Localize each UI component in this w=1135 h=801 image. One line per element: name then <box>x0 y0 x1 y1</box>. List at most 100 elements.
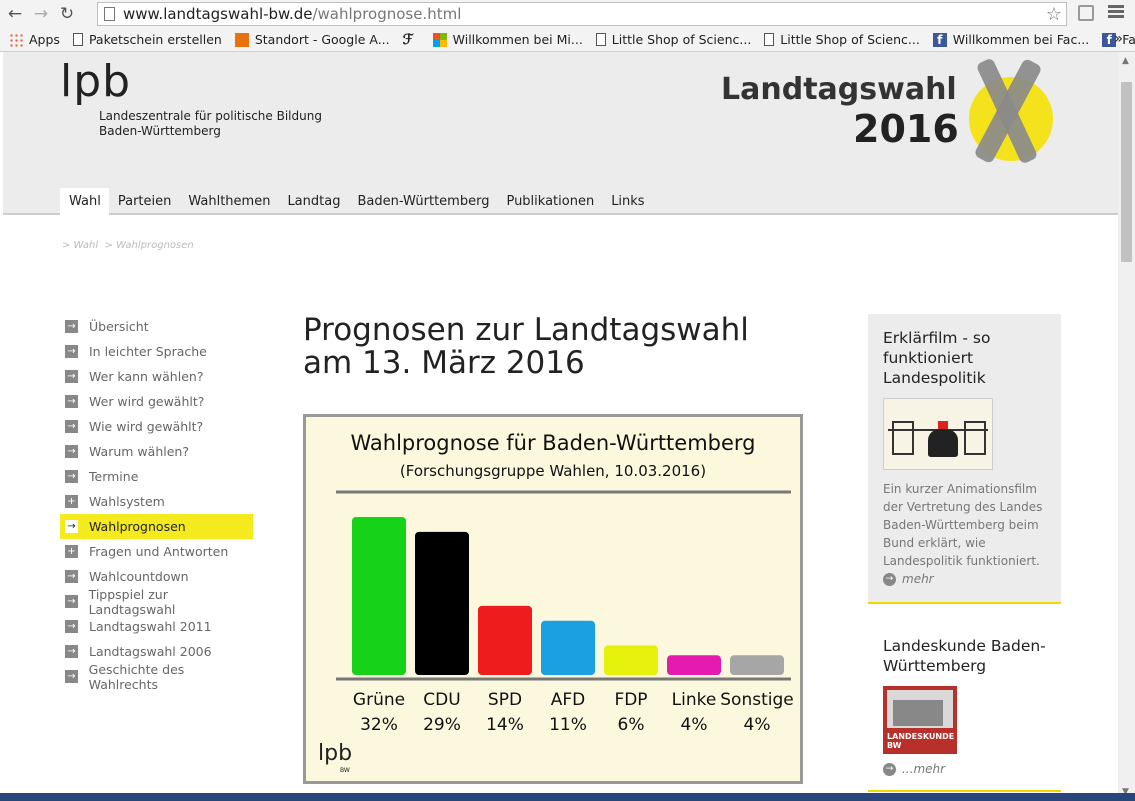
subnav-item-label: Wahlcountdown <box>89 569 189 584</box>
page-icon <box>104 7 115 21</box>
subnav-item[interactable]: → In leichter Sprache <box>60 339 253 364</box>
scroll-down-icon[interactable]: ▼ <box>1122 787 1129 797</box>
arrow-icon: → <box>65 670 78 683</box>
arrow-icon: → <box>65 645 78 658</box>
prognosis-chart: Wahlprognose für Baden-Württemberg (Fors… <box>303 414 803 784</box>
page-title: Prognosen zur Landtagswahl am 13. März 2… <box>303 312 749 381</box>
subnav-item[interactable]: → Übersicht <box>60 314 253 339</box>
bar-category-label: SPD <box>488 690 522 710</box>
bookmark-facebook[interactable]: fFacebook <box>1102 32 1135 47</box>
bar-value-label: 11% <box>549 715 587 735</box>
bar-category-label: Sonstige <box>720 690 793 710</box>
subnav-item-label: Übersicht <box>89 319 149 334</box>
menu-icon[interactable] <box>1108 5 1124 21</box>
scroll-up-icon[interactable]: ▲ <box>1122 56 1129 66</box>
subnav-item[interactable]: → Tippspiel zur Landtagswahl <box>60 586 253 617</box>
bar-value-label: 32% <box>360 715 398 735</box>
bar-category-label: CDU <box>423 690 460 710</box>
subnav-item-label: Tippspiel zur Landtagswahl <box>88 586 176 617</box>
extension-icon[interactable] <box>1078 5 1094 21</box>
nav-wahl[interactable]: Wahl <box>60 188 109 215</box>
subnav-item[interactable]: + Wahlsystem <box>60 489 253 514</box>
chart-svg: Wahlprognose für Baden-Württemberg (Fors… <box>318 431 794 774</box>
subnav-item-label: Wahlprognosen <box>89 519 186 534</box>
bookmarks-bar: Apps Paketschein erstellen Standort - Go… <box>0 28 1135 52</box>
subnav-item[interactable]: → Wer wird gewählt? <box>60 389 253 414</box>
scrollbar-thumb[interactable] <box>1121 82 1132 262</box>
teaser-landeskunde-title[interactable]: Landeskunde Baden-Württemberg <box>883 637 1046 675</box>
teaser-erklaerfilm-title[interactable]: Erklärfilm - so funktioniert Landespolit… <box>883 329 991 387</box>
subnav-item-label: Wahlsystem <box>89 494 165 509</box>
subnav-item[interactable]: → Warum wählen? <box>60 439 253 464</box>
bar-category-label: Grüne <box>353 690 405 710</box>
subnav-item[interactable]: → Geschichte des Wahlrechts <box>60 662 253 692</box>
nav-baden-wuerttemberg[interactable]: Baden-Württemberg <box>357 194 490 209</box>
breadcrumb-wahlprognosen[interactable]: > Wahlprognosen <box>104 240 194 251</box>
bar-value-label: 29% <box>423 715 461 735</box>
faz-icon: ℱ <box>402 31 414 48</box>
sub-navigation: → Übersicht → In leichter Sprache → Wer kann … <box>60 314 253 692</box>
document-icon <box>72 33 83 46</box>
subnav-item-label: Wer wird gewählt? <box>89 394 205 409</box>
arrow-icon: → <box>65 320 78 333</box>
subnav-item[interactable]: → Wahlprognosen <box>60 514 253 539</box>
chart-title: Wahlprognose für Baden-Württemberg <box>350 431 755 455</box>
teaser-landeskunde: Landeskunde Baden-Württemberg LANDESKUND… <box>868 604 1061 792</box>
bar-afd <box>541 620 595 675</box>
bar-linke <box>667 655 721 675</box>
subnav-item[interactable]: → Wer kann wählen? <box>60 364 253 389</box>
bookmark-microsoft[interactable]: Willkommen bei Mi... <box>432 32 583 47</box>
bookmark-apps[interactable]: Apps <box>9 32 60 47</box>
lion-icon <box>928 429 958 457</box>
arrow-icon: → <box>65 420 78 433</box>
lpb-logo[interactable]: lpb <box>60 56 132 107</box>
chart-lpb-logo-sub: BW <box>340 767 350 774</box>
subnav-item-label: Wer kann wählen? <box>89 369 204 384</box>
page-scrollbar[interactable]: ▲ ▼ <box>1118 52 1135 801</box>
arrow-icon: → <box>65 620 78 633</box>
nav-wahlthemen[interactable]: Wahlthemen <box>188 194 271 209</box>
org-name: Landeszentrale für politische Bildung Ba… <box>99 109 322 138</box>
main-navigation: Wahl Parteien Wahlthemen Landtag Baden-W… <box>60 188 653 215</box>
bar-sonstige <box>730 655 784 675</box>
bookmark-facebook-welcome[interactable]: f Willkommen bei Fac... <box>932 32 1089 47</box>
forward-icon[interactable]: → <box>33 4 49 24</box>
bookmark-standort[interactable]: Standort - Google A... <box>234 32 390 47</box>
document-icon <box>595 33 606 46</box>
bookmark-little-shop-2[interactable]: Little Shop of Scienc... <box>764 32 920 47</box>
microsoft-icon <box>432 32 447 47</box>
teaser-erklaerfilm-more-link[interactable]: → mehr <box>883 572 1046 586</box>
landeskunde-thumbnail[interactable]: LANDESKUNDE BW <box>883 686 957 754</box>
video-thumbnail[interactable] <box>883 398 993 470</box>
subnav-item[interactable]: → Landtagswahl 2011 <box>60 614 253 639</box>
event-title: Landtagswahl <box>721 72 957 107</box>
nav-parteien[interactable]: Parteien <box>117 194 172 209</box>
nav-landtag[interactable]: Landtag <box>287 194 341 209</box>
bar-category-label: FDP <box>614 690 647 710</box>
url-path: /wahlprognose.html <box>312 5 462 23</box>
nav-publikationen[interactable]: Publikationen <box>506 194 595 209</box>
teaser-landeskunde-more-link[interactable]: → ...mehr <box>883 762 1046 776</box>
document-icon <box>764 33 775 46</box>
bookmark-paketschein[interactable]: Paketschein erstellen <box>72 32 222 47</box>
back-icon[interactable]: ← <box>7 4 23 24</box>
bookmark-star-icon[interactable]: ☆ <box>1045 4 1062 25</box>
subnav-item-label: Landtagswahl 2006 <box>89 644 212 659</box>
breadcrumb-wahl[interactable]: > Wahl <box>62 240 99 251</box>
nav-links[interactable]: Links <box>611 194 645 209</box>
bookmark-little-shop-1[interactable]: Little Shop of Scienc... <box>595 32 751 47</box>
address-bar[interactable]: www.landtagswahl-bw.de/wahlprognose.html… <box>97 2 1067 26</box>
bookmark-faz[interactable]: ℱ <box>403 32 420 48</box>
subnav-item[interactable]: → Wie wird gewählt? <box>60 414 253 439</box>
bar-value-label: 4% <box>744 715 771 735</box>
castle-icon <box>893 700 943 726</box>
site-header: lpb Landeszentrale für politische Bildun… <box>3 52 1118 215</box>
subnav-item[interactable]: + Fragen und Antworten <box>60 539 253 564</box>
subnav-item[interactable]: → Wahlcountdown <box>60 564 253 589</box>
reload-icon[interactable]: ↻ <box>59 4 75 24</box>
bookmarks-overflow-button[interactable]: » <box>1114 31 1123 47</box>
os-taskbar <box>0 793 1135 801</box>
plus-icon: + <box>65 495 78 508</box>
subnav-item[interactable]: → Termine <box>60 464 253 489</box>
subnav-item[interactable]: → Landtagswahl 2006 <box>60 639 253 664</box>
